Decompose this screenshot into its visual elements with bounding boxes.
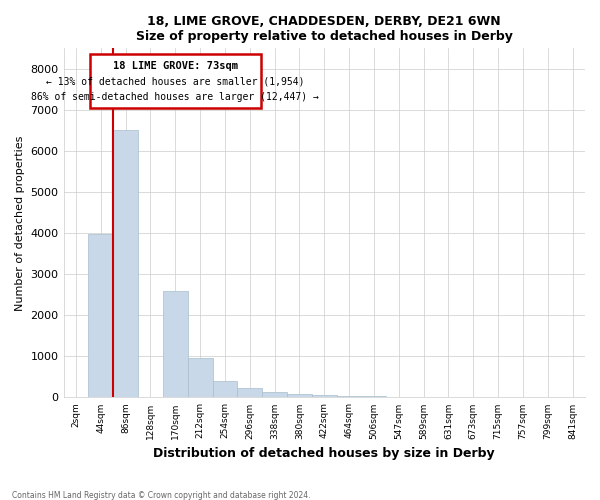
Text: ← 13% of detached houses are smaller (1,954): ← 13% of detached houses are smaller (1,… <box>46 76 305 86</box>
Text: Contains HM Land Registry data © Crown copyright and database right 2024.: Contains HM Land Registry data © Crown c… <box>12 490 311 500</box>
Bar <box>337 396 362 398</box>
Bar <box>113 130 138 398</box>
Bar <box>362 396 386 398</box>
Bar <box>287 394 312 398</box>
X-axis label: Distribution of detached houses by size in Derby: Distribution of detached houses by size … <box>154 447 495 460</box>
Title: 18, LIME GROVE, CHADDESDEN, DERBY, DE21 6WN
Size of property relative to detache: 18, LIME GROVE, CHADDESDEN, DERBY, DE21 … <box>136 15 513 43</box>
Bar <box>188 358 212 398</box>
FancyBboxPatch shape <box>89 54 261 108</box>
Bar <box>238 388 262 398</box>
Text: 86% of semi-detached houses are larger (12,447) →: 86% of semi-detached houses are larger (… <box>31 92 319 102</box>
Bar <box>262 392 287 398</box>
Bar <box>88 234 113 398</box>
Bar <box>312 395 337 398</box>
Text: 18 LIME GROVE: 73sqm: 18 LIME GROVE: 73sqm <box>113 60 238 70</box>
Bar <box>386 396 411 398</box>
Bar <box>212 382 238 398</box>
Y-axis label: Number of detached properties: Number of detached properties <box>15 135 25 310</box>
Bar <box>163 292 188 398</box>
